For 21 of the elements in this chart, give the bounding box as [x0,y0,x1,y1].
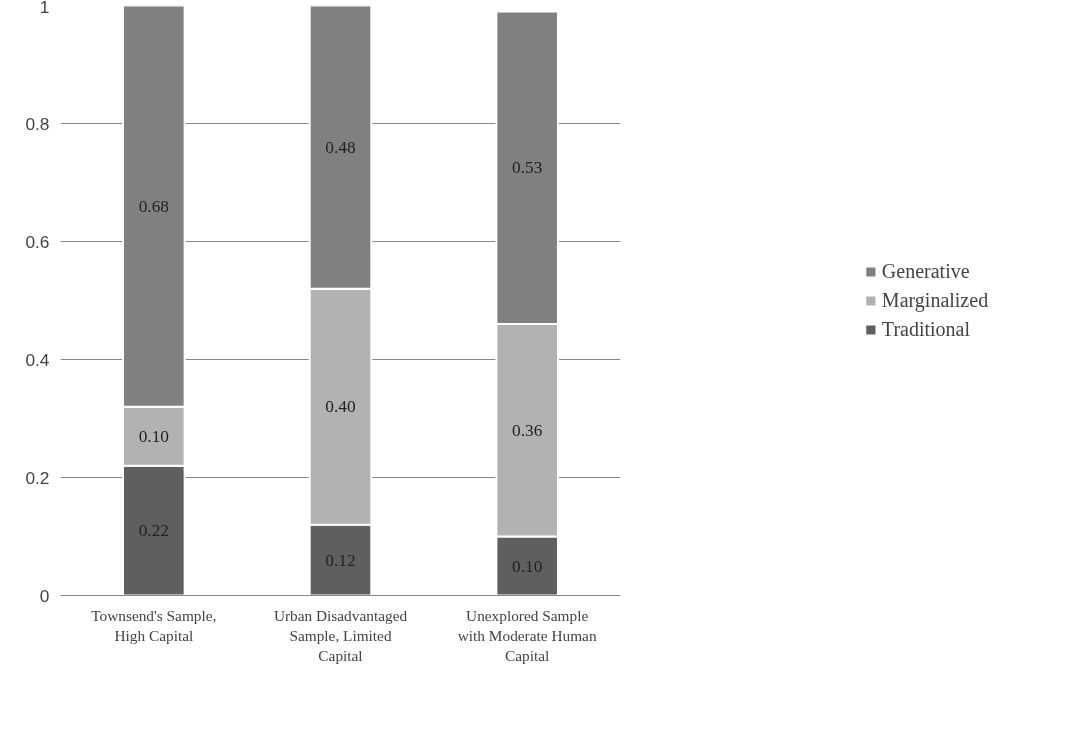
data-label: 0.48 [325,137,356,157]
legend-label: Marginalized [881,288,989,312]
legend-label: Generative [881,259,970,283]
y-tick-label: 0 [39,585,50,606]
data-label: 0.53 [512,158,543,178]
y-tick-label: 0.4 [25,349,50,370]
x-tick-label: Urban Disadvantaged Sample, Limited Capital [273,606,408,665]
data-label: 0.36 [512,420,543,440]
y-tick-label: 1 [39,0,50,17]
data-label: 0.10 [138,426,169,446]
data-label: 0.10 [512,556,543,576]
x-tick-label: Townsend's Sample, High Capital [91,606,217,644]
y-tick-label: 0.6 [25,231,50,252]
y-tick-label: 0.8 [25,113,50,134]
data-label: 0.22 [138,521,169,541]
y-tick-label: 0.2 [25,467,50,488]
x-tick-label: Unexplored Sample with Moderate Human Capital [457,606,597,665]
legend-label: Traditional [881,317,971,341]
data-label: 0.12 [325,550,356,570]
data-label: 0.40 [325,397,356,417]
data-label: 0.68 [138,196,169,216]
